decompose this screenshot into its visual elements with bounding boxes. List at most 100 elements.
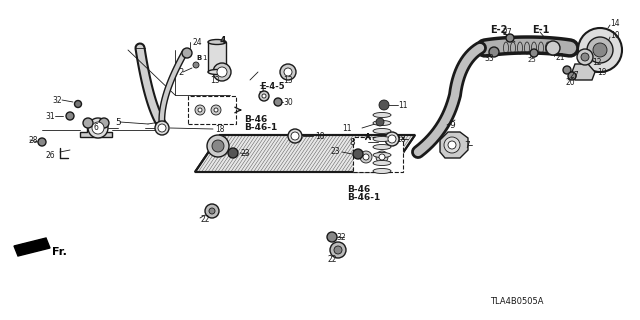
Polygon shape <box>195 135 415 172</box>
Circle shape <box>363 154 369 160</box>
Circle shape <box>158 124 166 132</box>
Polygon shape <box>440 132 468 158</box>
Text: 23: 23 <box>240 148 250 157</box>
Text: 11: 11 <box>398 100 408 109</box>
Text: B-46: B-46 <box>347 185 371 194</box>
Ellipse shape <box>373 113 391 117</box>
Circle shape <box>99 118 109 128</box>
Ellipse shape <box>373 145 391 149</box>
Circle shape <box>193 62 199 68</box>
Ellipse shape <box>373 153 391 157</box>
Ellipse shape <box>373 161 391 165</box>
Circle shape <box>448 141 456 149</box>
Text: 25: 25 <box>528 57 537 63</box>
Text: B-46-1: B-46-1 <box>244 123 277 132</box>
Ellipse shape <box>208 69 226 75</box>
Text: 7: 7 <box>464 140 470 149</box>
Text: 20: 20 <box>566 77 575 86</box>
Text: 21: 21 <box>555 52 564 61</box>
Circle shape <box>88 118 108 138</box>
Circle shape <box>546 41 560 55</box>
Text: 30: 30 <box>283 98 292 107</box>
Circle shape <box>578 28 622 72</box>
Text: 3: 3 <box>258 84 264 93</box>
Polygon shape <box>572 64 595 80</box>
Circle shape <box>444 137 460 153</box>
Text: E-1: E-1 <box>532 25 549 35</box>
Text: 14: 14 <box>610 19 620 28</box>
Text: 19: 19 <box>597 68 607 76</box>
Circle shape <box>214 108 218 112</box>
Circle shape <box>577 49 593 65</box>
Circle shape <box>288 129 302 143</box>
Text: 27: 27 <box>502 28 511 36</box>
Circle shape <box>182 48 192 58</box>
Circle shape <box>195 105 205 115</box>
Text: TLA4B0505A: TLA4B0505A <box>490 298 543 307</box>
Circle shape <box>379 154 385 160</box>
Text: 10: 10 <box>610 30 620 39</box>
Circle shape <box>334 246 342 254</box>
Circle shape <box>38 138 46 146</box>
Circle shape <box>291 132 299 140</box>
Text: 24: 24 <box>192 37 202 46</box>
Text: E-2: E-2 <box>490 25 508 35</box>
Text: 18: 18 <box>315 132 324 140</box>
Text: 33: 33 <box>484 53 493 62</box>
Circle shape <box>506 34 514 42</box>
Text: B: B <box>196 55 201 61</box>
Text: B-46-1: B-46-1 <box>347 194 380 203</box>
Circle shape <box>379 100 389 110</box>
Text: 2: 2 <box>178 68 183 76</box>
Bar <box>353 137 403 172</box>
Circle shape <box>593 43 607 57</box>
Text: 18: 18 <box>215 124 225 133</box>
Bar <box>208 42 226 72</box>
Circle shape <box>376 151 388 163</box>
Text: 11: 11 <box>342 124 352 132</box>
Circle shape <box>213 63 231 81</box>
Ellipse shape <box>373 121 391 125</box>
Circle shape <box>353 149 363 159</box>
Bar <box>188 96 236 124</box>
Circle shape <box>209 208 215 214</box>
Circle shape <box>217 67 227 77</box>
Ellipse shape <box>208 39 226 44</box>
Text: 18: 18 <box>396 134 406 143</box>
Circle shape <box>376 118 384 126</box>
Circle shape <box>205 204 219 218</box>
Circle shape <box>581 53 589 61</box>
Circle shape <box>284 68 292 76</box>
Circle shape <box>155 121 169 135</box>
Text: 22: 22 <box>200 215 209 225</box>
Circle shape <box>385 132 399 146</box>
Text: 12: 12 <box>592 58 602 67</box>
Circle shape <box>207 135 229 157</box>
Polygon shape <box>14 238 50 256</box>
Text: 1: 1 <box>202 55 207 61</box>
Circle shape <box>92 122 104 134</box>
Text: 13: 13 <box>210 76 220 84</box>
Circle shape <box>568 72 576 80</box>
Circle shape <box>212 140 224 152</box>
Circle shape <box>262 94 266 98</box>
Circle shape <box>66 112 74 120</box>
Circle shape <box>327 232 337 242</box>
Text: B-46: B-46 <box>244 115 268 124</box>
Text: 9: 9 <box>449 121 455 130</box>
Circle shape <box>388 135 396 143</box>
Text: 31: 31 <box>45 111 54 121</box>
Circle shape <box>198 108 202 112</box>
Text: Fr.: Fr. <box>52 247 67 257</box>
Text: 22: 22 <box>327 255 337 265</box>
Text: E-4-5: E-4-5 <box>260 82 285 91</box>
Circle shape <box>563 66 571 74</box>
Circle shape <box>83 118 93 128</box>
Text: 6: 6 <box>93 123 99 132</box>
Ellipse shape <box>373 137 391 141</box>
Circle shape <box>330 242 346 258</box>
Circle shape <box>280 64 296 80</box>
Ellipse shape <box>373 129 391 133</box>
Circle shape <box>360 151 372 163</box>
Circle shape <box>259 91 269 101</box>
